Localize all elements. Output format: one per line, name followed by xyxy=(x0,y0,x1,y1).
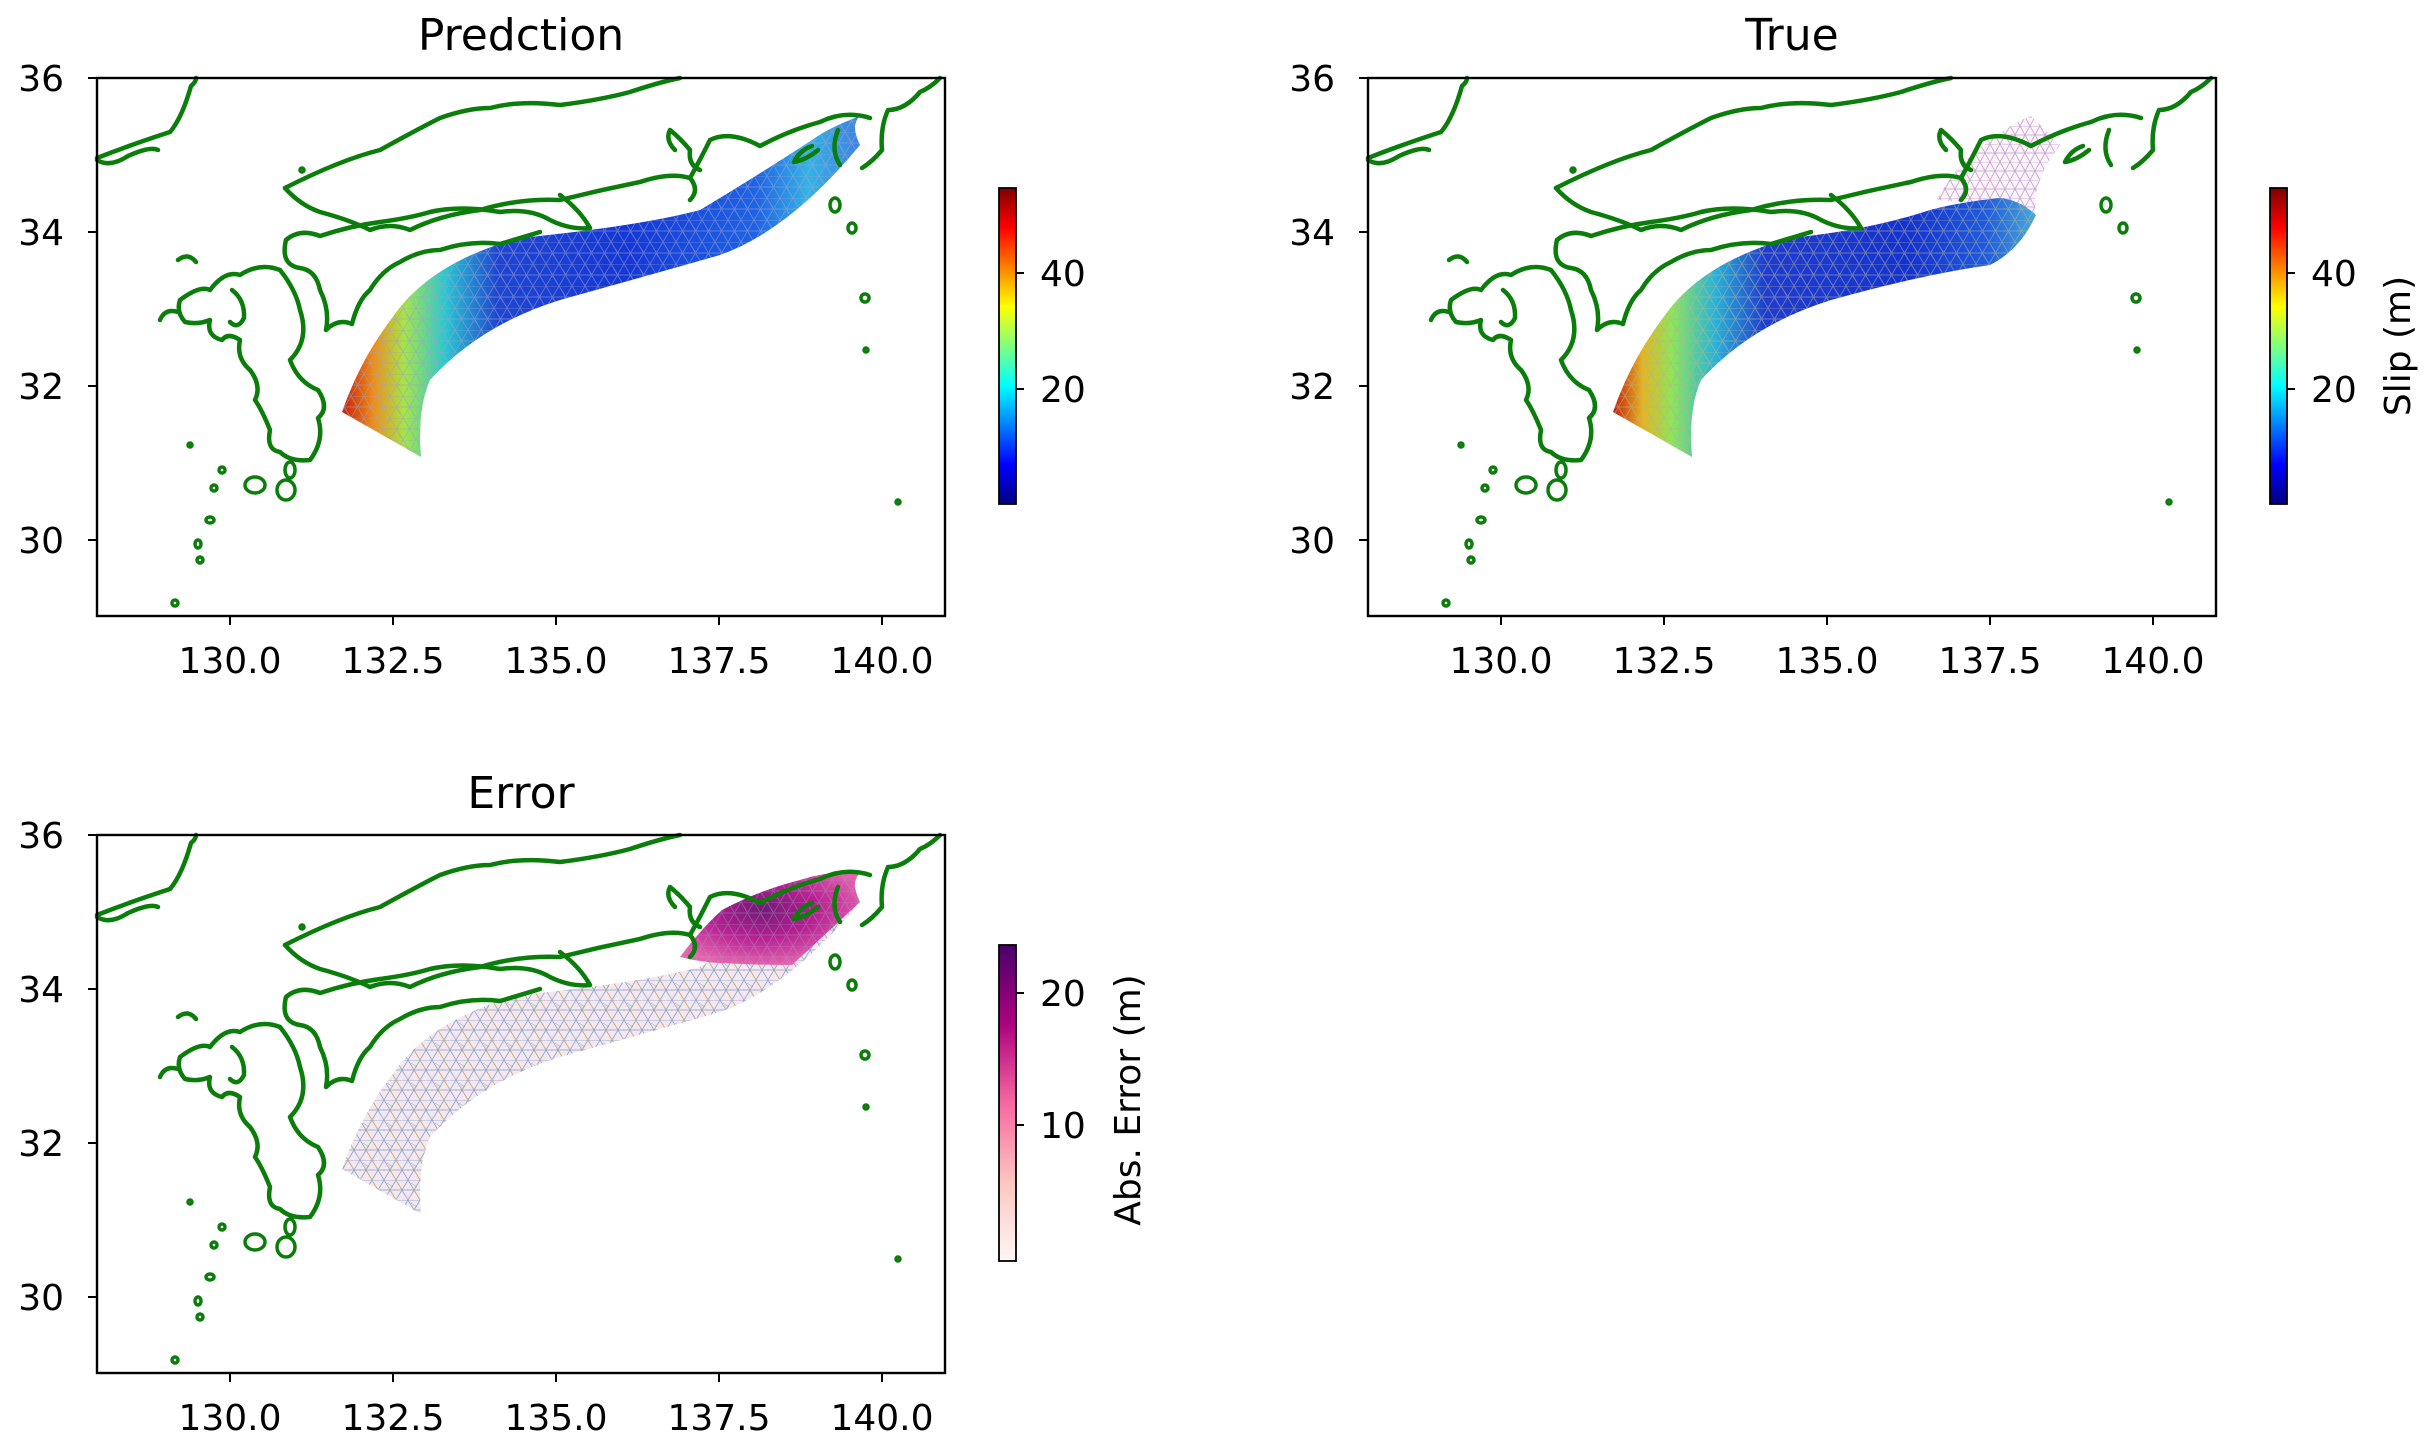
panel-prediction: Predction xyxy=(18,10,1086,682)
x-tick-label: 130.0 xyxy=(1449,641,1552,682)
map-area xyxy=(94,832,947,1375)
colorbar-label: Abs. Error (m) xyxy=(1108,974,1149,1225)
x-tick-label: 140.0 xyxy=(830,641,933,682)
y-tick-label: 34 xyxy=(1289,213,1335,254)
axes-frame xyxy=(95,833,947,1375)
map-area xyxy=(94,75,947,618)
y-tick-label: 32 xyxy=(18,1124,64,1165)
panel-title: Error xyxy=(467,768,575,819)
colorbar-tick-label: 40 xyxy=(2311,254,2357,295)
x-tick-label: 137.5 xyxy=(667,641,770,682)
coastline xyxy=(1365,75,2214,463)
colorbar-gradient xyxy=(998,187,1017,505)
colorbar-tick-label: 20 xyxy=(1040,974,1086,1015)
y-tick-label: 34 xyxy=(18,970,64,1011)
colorbar: 10 20 Abs. Error (m) xyxy=(998,944,1149,1262)
colorbar-tick-label: 20 xyxy=(2311,370,2357,411)
y-tick-label: 32 xyxy=(1289,367,1335,408)
axes-frame xyxy=(95,76,947,618)
colorbar: 20 40 xyxy=(998,187,1086,505)
x-tick-label: 140.0 xyxy=(2101,641,2204,682)
x-tick-label: 135.0 xyxy=(1775,641,1878,682)
x-tick-label: 132.5 xyxy=(1612,641,1715,682)
colorbar-label: Slip (m) xyxy=(2378,276,2419,416)
x-axis: 130.0 132.5 135.0 137.5 140.0 xyxy=(1449,616,2205,682)
colorbar-gradient xyxy=(2269,187,2288,505)
x-tick-label: 137.5 xyxy=(667,1398,770,1439)
colorbar-gradient xyxy=(998,944,1017,1262)
x-tick-label: 140.0 xyxy=(830,1398,933,1439)
colorbar-tick-label: 40 xyxy=(1040,254,1086,295)
x-tick-label: 130.0 xyxy=(178,641,281,682)
coastline xyxy=(94,832,943,1220)
x-tick-label: 132.5 xyxy=(341,641,444,682)
y-axis: 30 32 34 36 xyxy=(1289,59,1368,562)
y-tick-label: 36 xyxy=(1289,59,1335,100)
colorbar-tick-label: 20 xyxy=(1040,370,1086,411)
x-tick-label: 130.0 xyxy=(178,1398,281,1439)
coastline xyxy=(94,75,943,463)
colorbar: 20 40 Slip (m) xyxy=(2269,187,2419,505)
y-tick-label: 36 xyxy=(18,59,64,100)
map-background xyxy=(1368,78,2216,616)
y-tick-label: 36 xyxy=(18,816,64,857)
x-axis: 130.0 132.5 135.0 137.5 140.0 xyxy=(178,616,934,682)
x-tick-label: 137.5 xyxy=(1938,641,2041,682)
y-axis: 30 32 34 36 xyxy=(18,59,97,562)
x-tick-label: 135.0 xyxy=(504,641,607,682)
islands xyxy=(170,923,902,1365)
y-tick-label: 30 xyxy=(1289,521,1335,562)
fault-mesh xyxy=(342,116,860,457)
y-tick-label: 30 xyxy=(18,521,64,562)
map-area xyxy=(1365,75,2218,618)
hotspot-mesh xyxy=(680,872,860,965)
panel-title: Predction xyxy=(418,10,624,61)
x-tick-label: 132.5 xyxy=(341,1398,444,1439)
y-axis: 30 32 34 36 xyxy=(18,816,97,1319)
panel-title: True xyxy=(1744,10,1838,61)
islands xyxy=(1441,166,2173,608)
panel-error: Error xyxy=(18,768,1149,1439)
x-axis: 130.0 132.5 135.0 137.5 140.0 xyxy=(178,1373,934,1439)
islands xyxy=(170,166,902,608)
y-tick-label: 30 xyxy=(18,1278,64,1319)
panel-true: True xyxy=(1289,10,2419,682)
fault-mesh xyxy=(1613,198,2036,457)
y-tick-label: 34 xyxy=(18,213,64,254)
x-tick-label: 135.0 xyxy=(504,1398,607,1439)
colorbar-tick-label: 10 xyxy=(1040,1106,1086,1147)
y-tick-label: 32 xyxy=(18,367,64,408)
axes-frame xyxy=(1366,76,2218,618)
